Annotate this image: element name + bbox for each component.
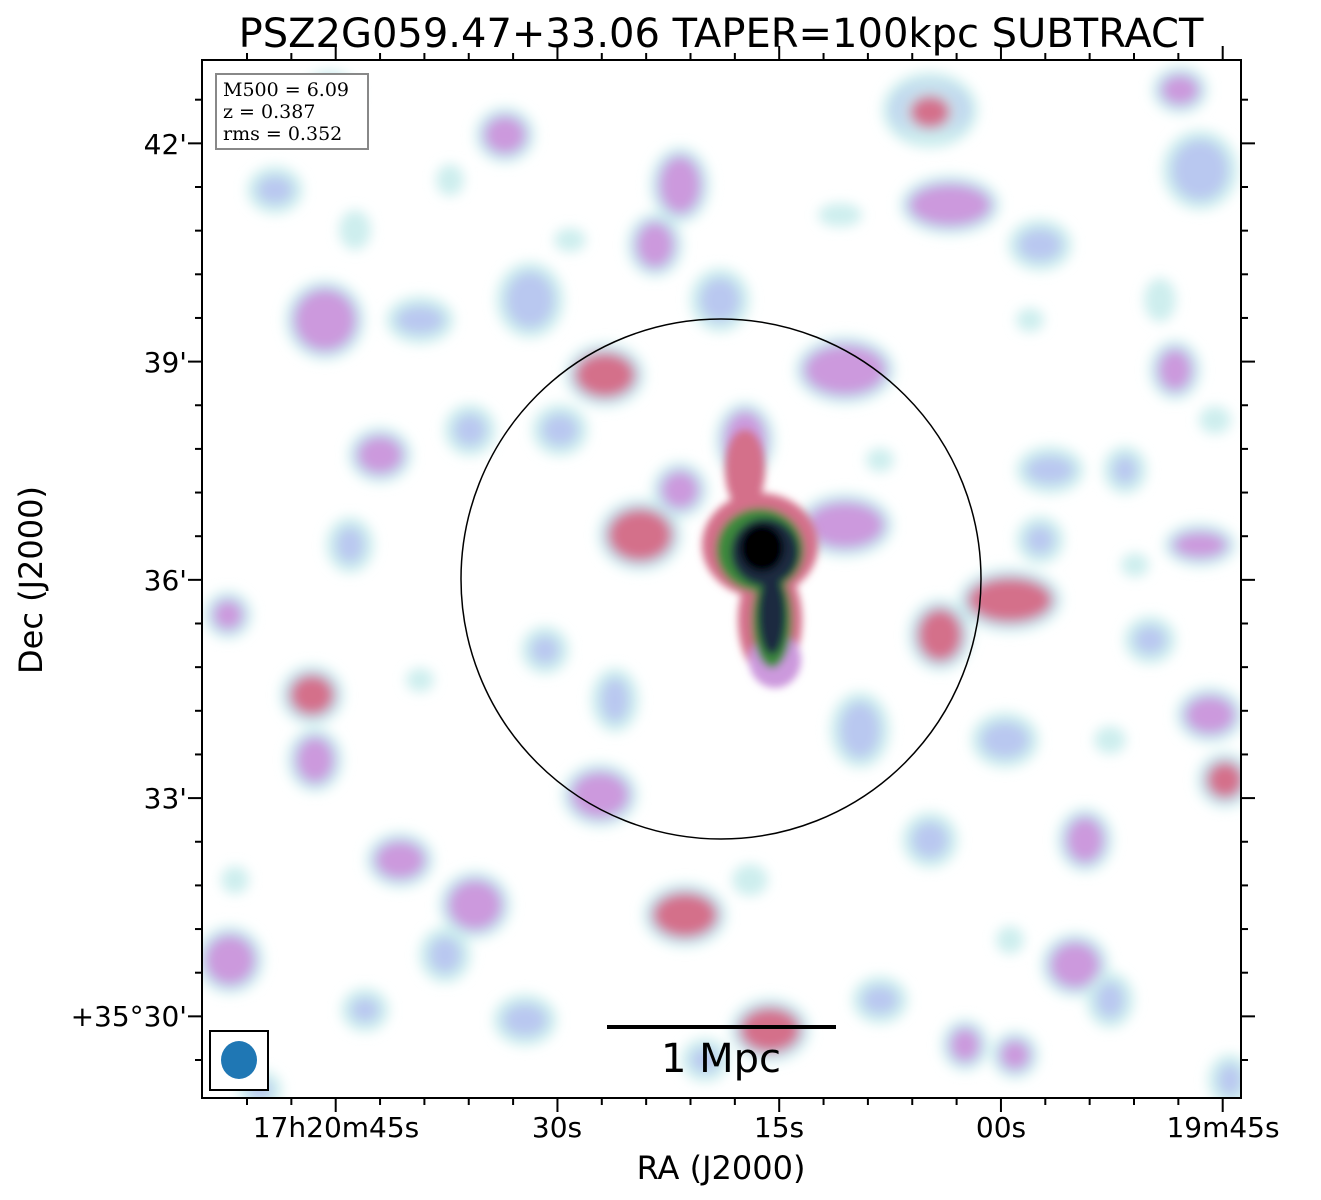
emission-blob <box>485 117 525 153</box>
emission-blob <box>1001 1041 1029 1069</box>
emission-blob <box>1051 943 1099 987</box>
emission-blob <box>637 223 673 267</box>
x-tick-label: 15s <box>754 1111 804 1144</box>
emission-blob <box>662 472 698 508</box>
emission-blob <box>295 290 355 350</box>
emission-blob <box>608 509 672 561</box>
emission-blob <box>257 176 293 204</box>
emission-blob <box>503 1004 547 1036</box>
emission-blob <box>1134 626 1166 654</box>
x-tick-label: 19m45s <box>1166 1111 1279 1144</box>
emission-blob <box>1113 456 1137 484</box>
emission-blob <box>1026 526 1054 554</box>
y-tick-label: 36' <box>144 564 187 597</box>
beam-indicator <box>209 1030 269 1091</box>
emission-blob <box>1016 308 1044 332</box>
chart-title: PSZ2G059.47+33.06 TAPER=100kpc SUBTRACT <box>239 11 1204 57</box>
emission-blob <box>981 722 1029 758</box>
emission-blob <box>840 702 880 758</box>
emission-blob <box>601 678 629 722</box>
emission-blob <box>700 278 740 322</box>
emission-blob <box>506 272 554 328</box>
emission-blob <box>214 601 242 629</box>
emission-blob <box>449 881 501 929</box>
emission-blob <box>912 822 948 858</box>
y-tick-label: 33' <box>144 782 187 815</box>
emission-blob <box>1207 762 1241 798</box>
emission-blob <box>866 448 894 472</box>
x-tick-label: 30s <box>532 1111 582 1144</box>
emission-blob <box>910 96 950 128</box>
emission-blob <box>531 636 559 664</box>
emission-blob <box>1067 818 1103 862</box>
emission-blob <box>862 986 898 1014</box>
emission-blob <box>351 998 379 1022</box>
x-axis-title: RA (J2000) <box>637 1149 806 1187</box>
redshift-text: z = 0.387 <box>223 101 315 123</box>
emission-blob <box>1199 406 1231 434</box>
emission-blob <box>951 1029 979 1061</box>
scale-bar: 1 Mpc <box>607 1025 836 1082</box>
emission-blob <box>805 346 885 394</box>
emission-blob <box>1018 229 1062 261</box>
emission-blob <box>396 306 444 334</box>
emission-blob <box>653 893 717 937</box>
emission-blob <box>1121 553 1149 577</box>
emission-blob <box>1159 350 1191 390</box>
emission-blob <box>554 228 586 252</box>
emission-blob <box>336 527 364 563</box>
emission-blob <box>1144 278 1176 322</box>
x-tick-label: 00s <box>976 1111 1026 1144</box>
emission-blob <box>740 1008 800 1052</box>
scale-bar-label: 1 Mpc <box>661 1036 781 1082</box>
emission-blob <box>376 842 424 878</box>
emission-blob <box>732 864 768 896</box>
emission-blob <box>1094 726 1126 754</box>
y-axis-title: Dec (J2000) <box>12 486 50 674</box>
emission-blob <box>1174 533 1226 557</box>
central-source-emission <box>725 430 765 510</box>
emission-blob <box>1172 140 1228 200</box>
emission-blob <box>691 1048 719 1072</box>
beam-ellipse <box>221 1041 257 1079</box>
emission-blob <box>572 773 628 817</box>
x-tick-label: 17h20m45s <box>253 1111 420 1144</box>
y-tick-label: 39' <box>144 346 187 379</box>
emission-map <box>202 60 1241 1098</box>
axis-ticks <box>188 46 1255 1112</box>
emission-blob <box>406 668 434 692</box>
emission-blob <box>1026 456 1074 484</box>
y-tick-label: +35°30' <box>71 1000 187 1033</box>
emission-blob <box>454 414 486 446</box>
emission-blob <box>575 353 635 397</box>
emission-blob <box>436 164 464 196</box>
emission-blob <box>1162 76 1198 104</box>
rms-text: rms = 0.352 <box>223 123 342 145</box>
emission-blob <box>996 926 1024 954</box>
emission-blob <box>1096 982 1124 1018</box>
r500-circle <box>460 318 982 840</box>
emission-blob <box>1218 1064 1241 1096</box>
emission-blob <box>660 157 700 213</box>
emission-blob <box>339 210 371 250</box>
emission-blob <box>807 503 883 547</box>
emission-blob <box>1186 697 1234 733</box>
emission-blob <box>358 437 402 473</box>
y-tick-label: 42' <box>144 128 187 161</box>
emission-blob <box>818 203 862 227</box>
emission-blob <box>297 738 333 782</box>
emission-blob <box>542 414 578 446</box>
emission-blob <box>429 937 461 973</box>
emission-blob <box>221 866 249 894</box>
emission-blob <box>290 675 334 715</box>
info-box: M500 = 6.09 z = 0.387 rms = 0.352 <box>215 73 369 150</box>
emission-blob <box>918 609 962 661</box>
emission-blob <box>968 578 1052 622</box>
emission-blob <box>910 185 990 225</box>
emission-blob <box>206 936 254 984</box>
central-source-emission <box>740 524 784 572</box>
m500-text: M500 = 6.09 <box>223 79 349 101</box>
central-source-emission <box>758 575 786 655</box>
